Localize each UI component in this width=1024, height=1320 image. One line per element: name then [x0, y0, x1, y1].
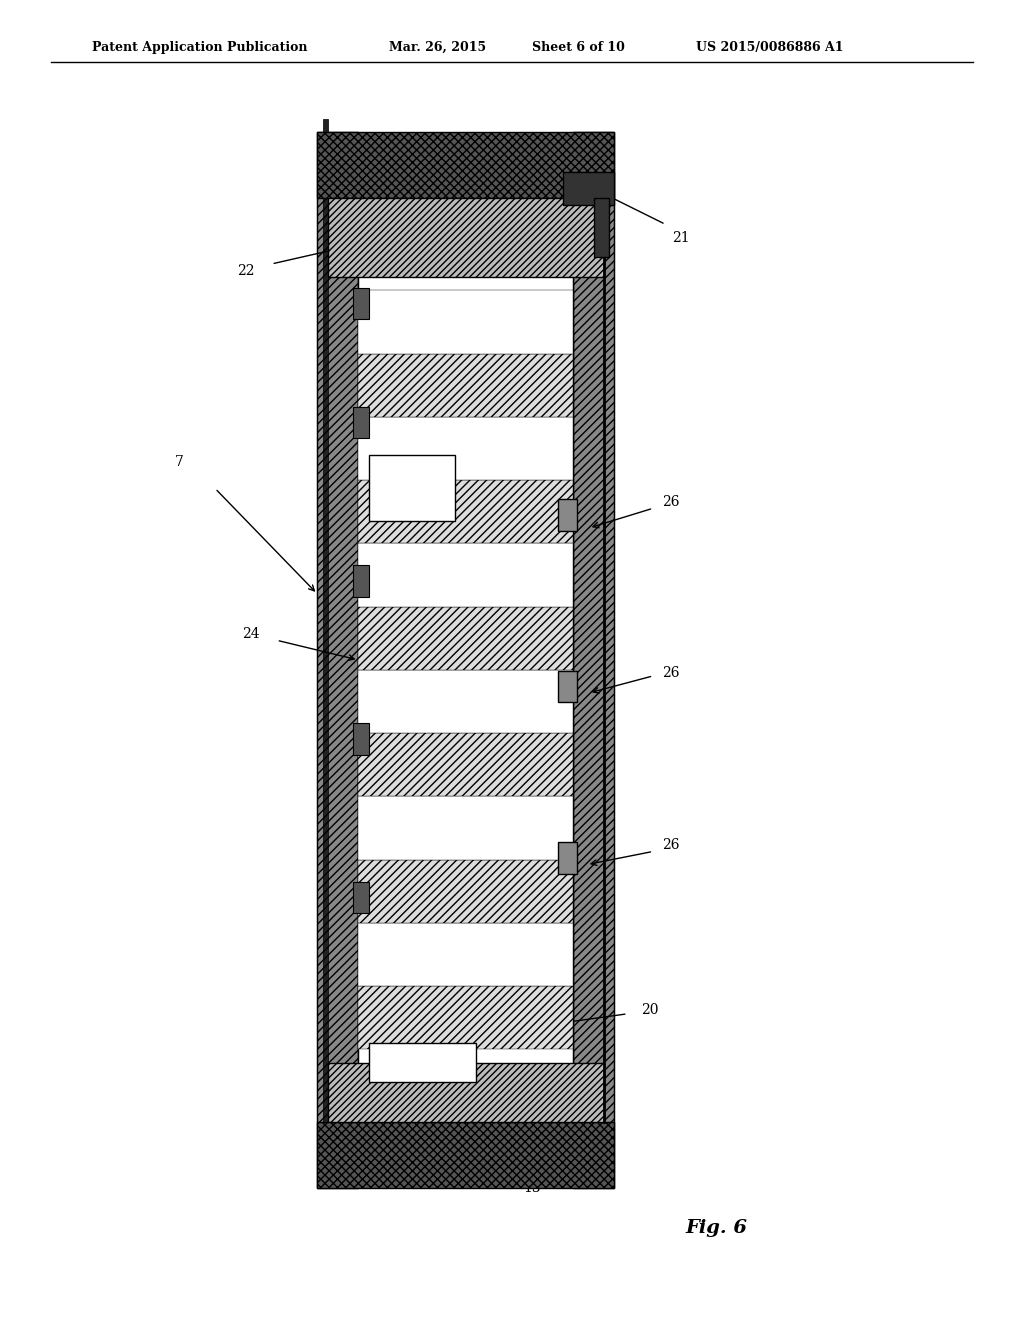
Bar: [358, 671, 573, 733]
Bar: [558, 499, 577, 531]
Text: 28: 28: [390, 172, 409, 185]
Text: US 2015/0086886 A1: US 2015/0086886 A1: [696, 41, 844, 54]
Text: Sheet 6 of 10: Sheet 6 of 10: [532, 41, 626, 54]
Bar: [317, 1122, 614, 1188]
Bar: [353, 288, 369, 319]
Bar: [358, 796, 573, 859]
Bar: [358, 417, 573, 480]
Bar: [358, 544, 573, 607]
Text: Patent Application Publication: Patent Application Publication: [92, 41, 307, 54]
Bar: [558, 671, 577, 702]
Bar: [328, 1063, 604, 1122]
Text: 26: 26: [662, 495, 680, 508]
Text: 22: 22: [237, 264, 255, 277]
Bar: [358, 923, 573, 986]
Bar: [328, 198, 604, 277]
Text: 24: 24: [242, 627, 260, 640]
Bar: [328, 198, 604, 277]
Bar: [353, 407, 369, 438]
Bar: [358, 480, 573, 544]
Bar: [317, 132, 614, 198]
Text: Mar. 26, 2015: Mar. 26, 2015: [389, 41, 486, 54]
Bar: [563, 172, 614, 205]
Bar: [369, 455, 455, 521]
Bar: [317, 132, 358, 1188]
Bar: [594, 198, 609, 257]
Text: 20: 20: [641, 1003, 659, 1016]
Text: 7: 7: [175, 455, 183, 469]
Bar: [358, 986, 573, 1049]
Bar: [353, 565, 369, 597]
Text: 26: 26: [662, 838, 680, 851]
Bar: [317, 132, 358, 1188]
Bar: [358, 158, 573, 1162]
Bar: [317, 1122, 614, 1188]
Bar: [558, 842, 577, 874]
Bar: [573, 132, 614, 1188]
Bar: [358, 290, 573, 354]
Bar: [369, 1043, 476, 1082]
Polygon shape: [323, 119, 328, 1155]
Bar: [358, 859, 573, 923]
Text: 26: 26: [662, 667, 680, 680]
Bar: [358, 354, 573, 417]
Bar: [353, 723, 369, 755]
Text: 13: 13: [523, 1181, 542, 1195]
Bar: [353, 882, 369, 913]
Text: Fig. 6: Fig. 6: [686, 1218, 748, 1237]
Bar: [358, 607, 573, 671]
Bar: [328, 1063, 604, 1122]
Bar: [317, 132, 614, 198]
Bar: [358, 733, 573, 796]
Bar: [573, 132, 614, 1188]
Text: 21: 21: [672, 231, 690, 244]
Text: 23: 23: [436, 871, 455, 884]
